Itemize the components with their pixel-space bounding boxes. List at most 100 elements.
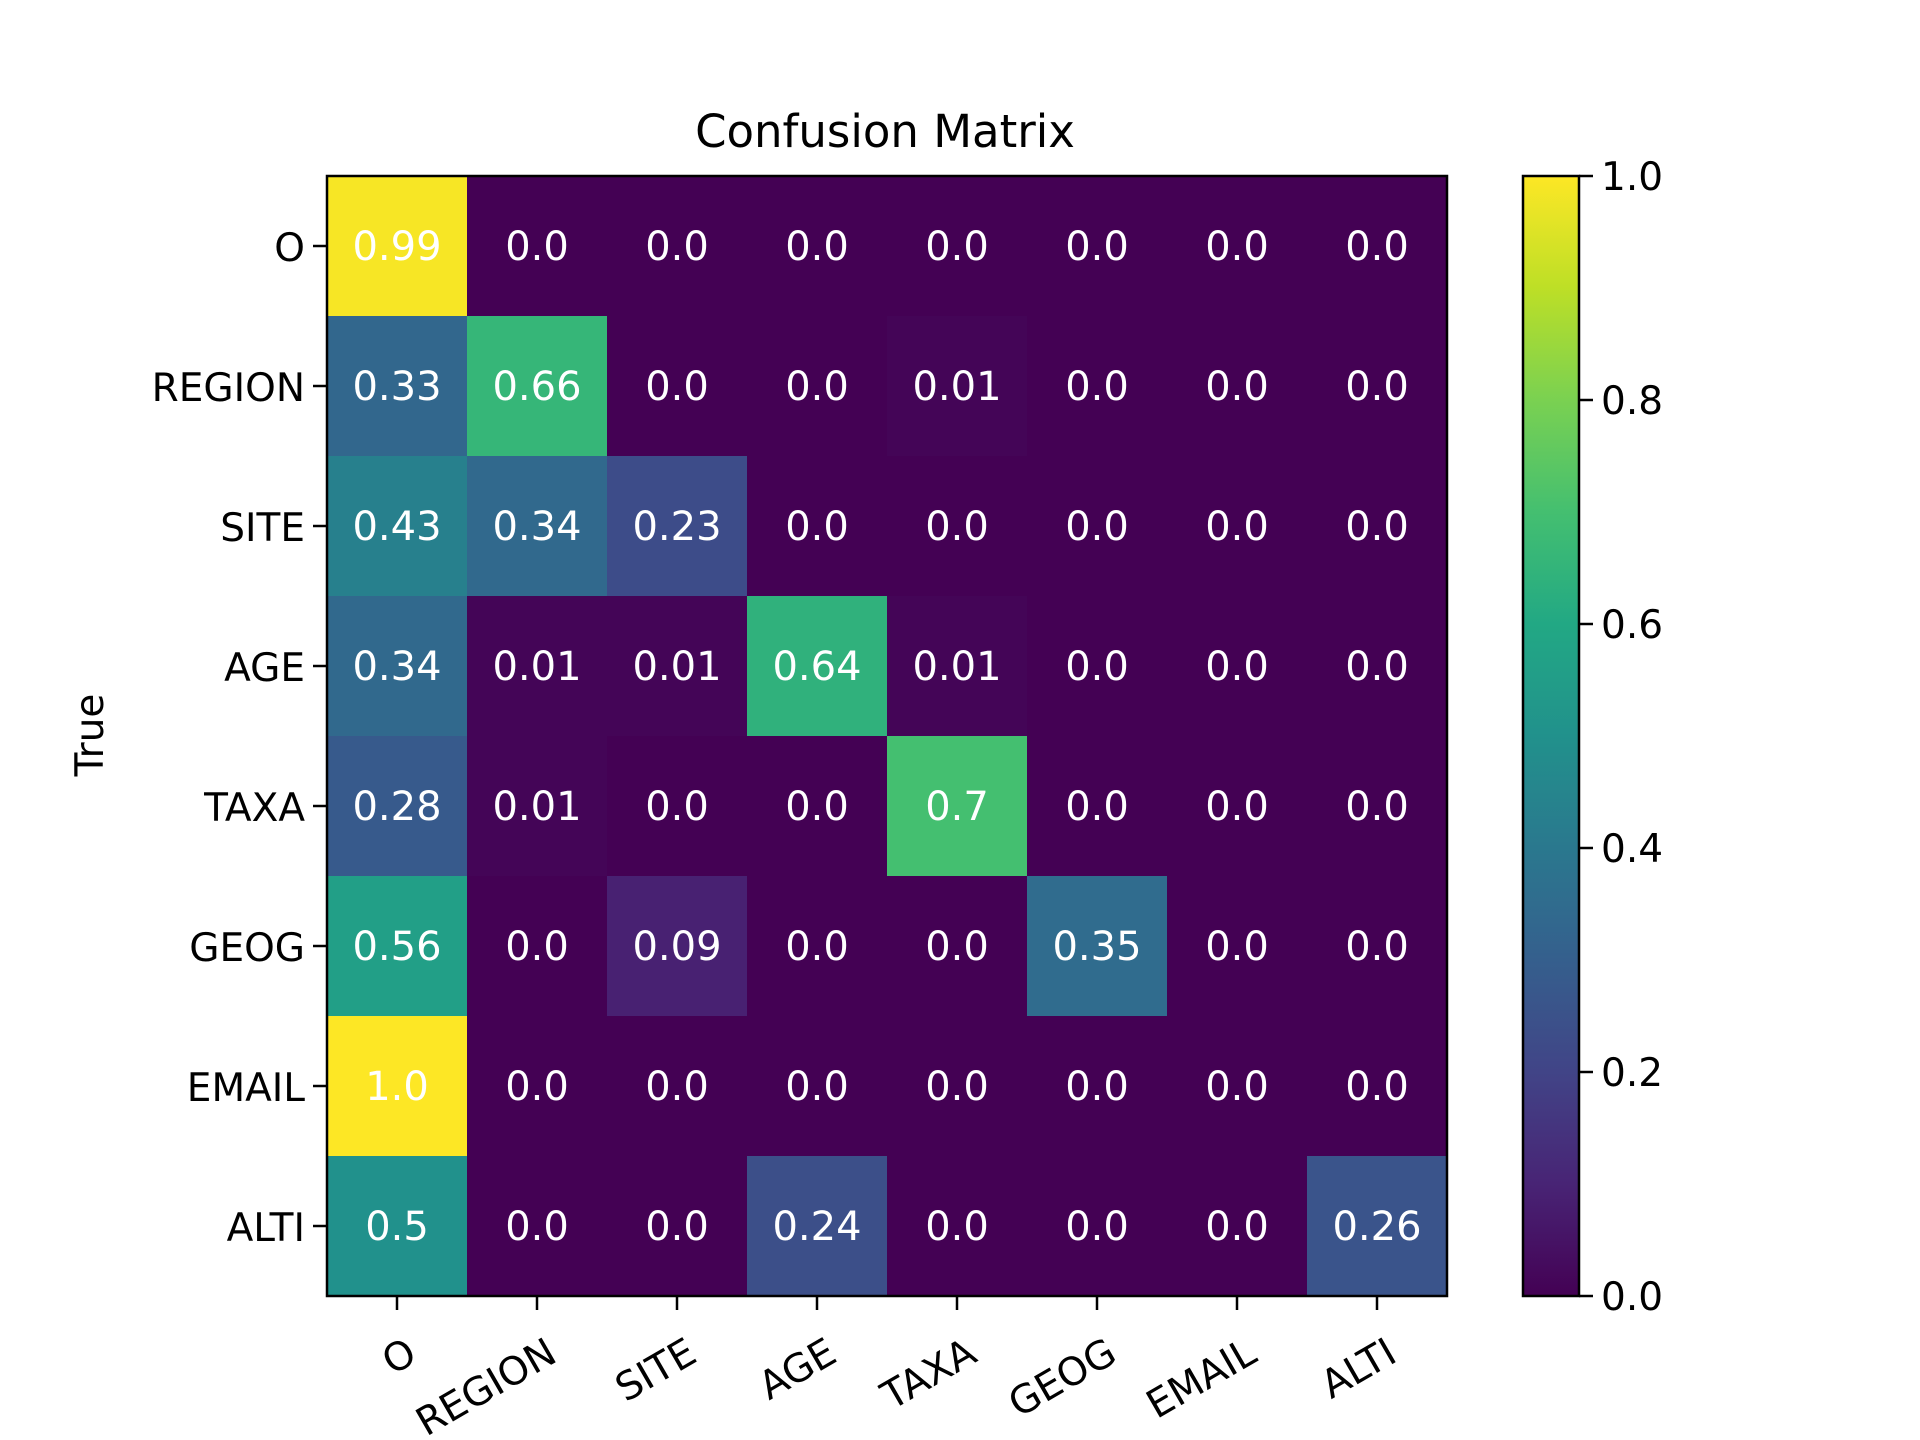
cell-value-r0-c4: 0.0 [925,224,989,270]
heatmap-cell-r6-c7 [1307,1016,1448,1157]
heatmap-cell-r0-c1 [467,176,608,317]
colorbar-tick-label-4: 0.8 [1601,379,1663,424]
cell-value-r2-c7: 0.0 [1345,504,1409,550]
cell-value-r6-c4: 0.0 [925,1064,989,1110]
heatmap-cell-r2-c4 [887,456,1028,597]
cell-value-r5-c5: 0.35 [1052,924,1141,970]
heatmap-cell-r1-c1 [467,316,608,457]
cell-value-r1-c7: 0.0 [1345,364,1409,410]
heatmap-cell-r0-c0 [327,176,468,317]
heatmap-cell-r2-c7 [1307,456,1448,597]
y-tick-label-0: O [274,226,305,271]
cell-value-r0-c7: 0.0 [1345,224,1409,270]
cell-value-r1-c0: 0.33 [352,364,441,410]
cell-value-r0-c5: 0.0 [1065,224,1129,270]
x-tick-label-5: GEOG [1001,1330,1124,1427]
heatmap-cells [327,176,1448,1297]
cell-value-r2-c2: 0.23 [632,504,721,550]
colorbar-tick-label-0: 0.0 [1601,1275,1663,1320]
heatmap-cell-r6-c1 [467,1016,608,1157]
cell-value-r4-c6: 0.0 [1205,784,1269,830]
y-tick-label-4: TAXA [203,786,305,831]
heatmap-cell-r2-c6 [1167,456,1308,597]
x-tick-label-4: TAXA [873,1330,984,1420]
cell-value-r5-c4: 0.0 [925,924,989,970]
cell-value-r7-c3: 0.24 [772,1204,861,1250]
cell-value-r3-c7: 0.0 [1345,644,1409,690]
heatmap-cell-r5-c1 [467,876,608,1017]
heatmap-cell-r7-c1 [467,1156,608,1297]
cell-value-r4-c3: 0.0 [785,784,849,830]
y-tick-label-7: ALTI [227,1206,305,1251]
heatmap-cell-r7-c4 [887,1156,1028,1297]
cell-value-r0-c0: 0.99 [352,224,441,270]
heatmap-cell-r7-c5 [1027,1156,1168,1297]
heatmap-cell-r3-c6 [1167,596,1308,737]
heatmap-cell-r0-c3 [747,176,888,317]
heatmap-cell-r3-c1 [467,596,608,737]
heatmap-cell-r4-c7 [1307,736,1448,877]
cell-value-r5-c3: 0.0 [785,924,849,970]
heatmap-cell-r1-c2 [607,316,748,457]
y-axis-ticks: O REGION SITE AGE TAXA GEOG EMAIL ALTI [152,226,327,1251]
heatmap-cell-r6-c2 [607,1016,748,1157]
heatmap-cell-r2-c2 [607,456,748,597]
plot-frame [325,174,1449,1298]
cell-value-r6-c5: 0.0 [1065,1064,1129,1110]
cell-value-r7-c1: 0.0 [505,1204,569,1250]
cell-value-r6-c2: 0.0 [645,1064,709,1110]
x-tick-label-2: SITE [608,1330,704,1411]
cell-value-r3-c4: 0.01 [912,644,1001,690]
cell-value-r6-c3: 0.0 [785,1064,849,1110]
cell-value-r1-c1: 0.66 [492,364,581,410]
colorbar-tick-label-2: 0.4 [1601,827,1663,872]
colorbar [1521,174,1581,1298]
heatmap-cell-r2-c3 [747,456,888,597]
heatmap-cell-r3-c3 [747,596,888,737]
cell-value-r6-c0: 1.0 [365,1064,429,1110]
heatmap-cell-r5-c4 [887,876,1028,1017]
heatmap-cell-r2-c5 [1027,456,1168,597]
cell-value-r6-c6: 0.0 [1205,1064,1269,1110]
heatmap-cell-r4-c3 [747,736,888,877]
cell-value-r1-c5: 0.0 [1065,364,1129,410]
cell-value-r5-c0: 0.56 [352,924,441,970]
heatmap-cell-r3-c7 [1307,596,1448,737]
cell-value-r2-c6: 0.0 [1205,504,1269,550]
cell-value-r4-c0: 0.28 [352,784,441,830]
cell-value-r7-c4: 0.0 [925,1204,989,1250]
heatmap-cell-labels: 0.99 0.0 0.0 0.0 0.0 0.0 0.0 0.0 0.33 0.66 0.0 0.0 0… [352,224,1421,1250]
heatmap-cell-r0-c2 [607,176,748,317]
y-tick-label-2: SITE [220,506,305,551]
heatmap-cell-r5-c2 [607,876,748,1017]
heatmap-cell-r5-c0 [327,876,468,1017]
cell-value-r5-c2: 0.09 [632,924,721,970]
heatmap-cell-r1-c3 [747,316,888,457]
cell-value-r2-c4: 0.0 [925,504,989,550]
cell-value-r0-c1: 0.0 [505,224,569,270]
heatmap-cell-r0-c7 [1307,176,1448,317]
heatmap-cell-r7-c7 [1307,1156,1448,1297]
cell-value-r2-c1: 0.34 [492,504,581,550]
cell-value-r3-c0: 0.34 [352,644,441,690]
cell-value-r0-c2: 0.0 [645,224,709,270]
cell-value-r4-c2: 0.0 [645,784,709,830]
cell-value-r7-c0: 0.5 [365,1204,429,1250]
x-tick-label-1: REGION [409,1330,564,1440]
heatmap-cell-r7-c6 [1167,1156,1308,1297]
heatmap-cell-r0-c6 [1167,176,1308,317]
y-tick-label-6: EMAIL [187,1066,305,1111]
x-tick-label-7: ALTI [1314,1330,1404,1408]
cell-value-r7-c2: 0.0 [645,1204,709,1250]
heatmap-cell-r0-c4 [887,176,1028,317]
heatmap-cell-r1-c4 [887,316,1028,457]
colorbar-tick-label-3: 0.6 [1601,603,1663,648]
heatmap-cell-r5-c3 [747,876,888,1017]
cell-value-r1-c3: 0.0 [785,364,849,410]
heatmap-cell-r3-c0 [327,596,468,737]
heatmap-cell-r5-c6 [1167,876,1308,1017]
x-tick-label-0: O [375,1330,424,1384]
colorbar-ticks: 0.0 0.2 0.4 0.6 0.8 1.0 [1579,155,1663,1320]
cell-value-r3-c6: 0.0 [1205,644,1269,690]
